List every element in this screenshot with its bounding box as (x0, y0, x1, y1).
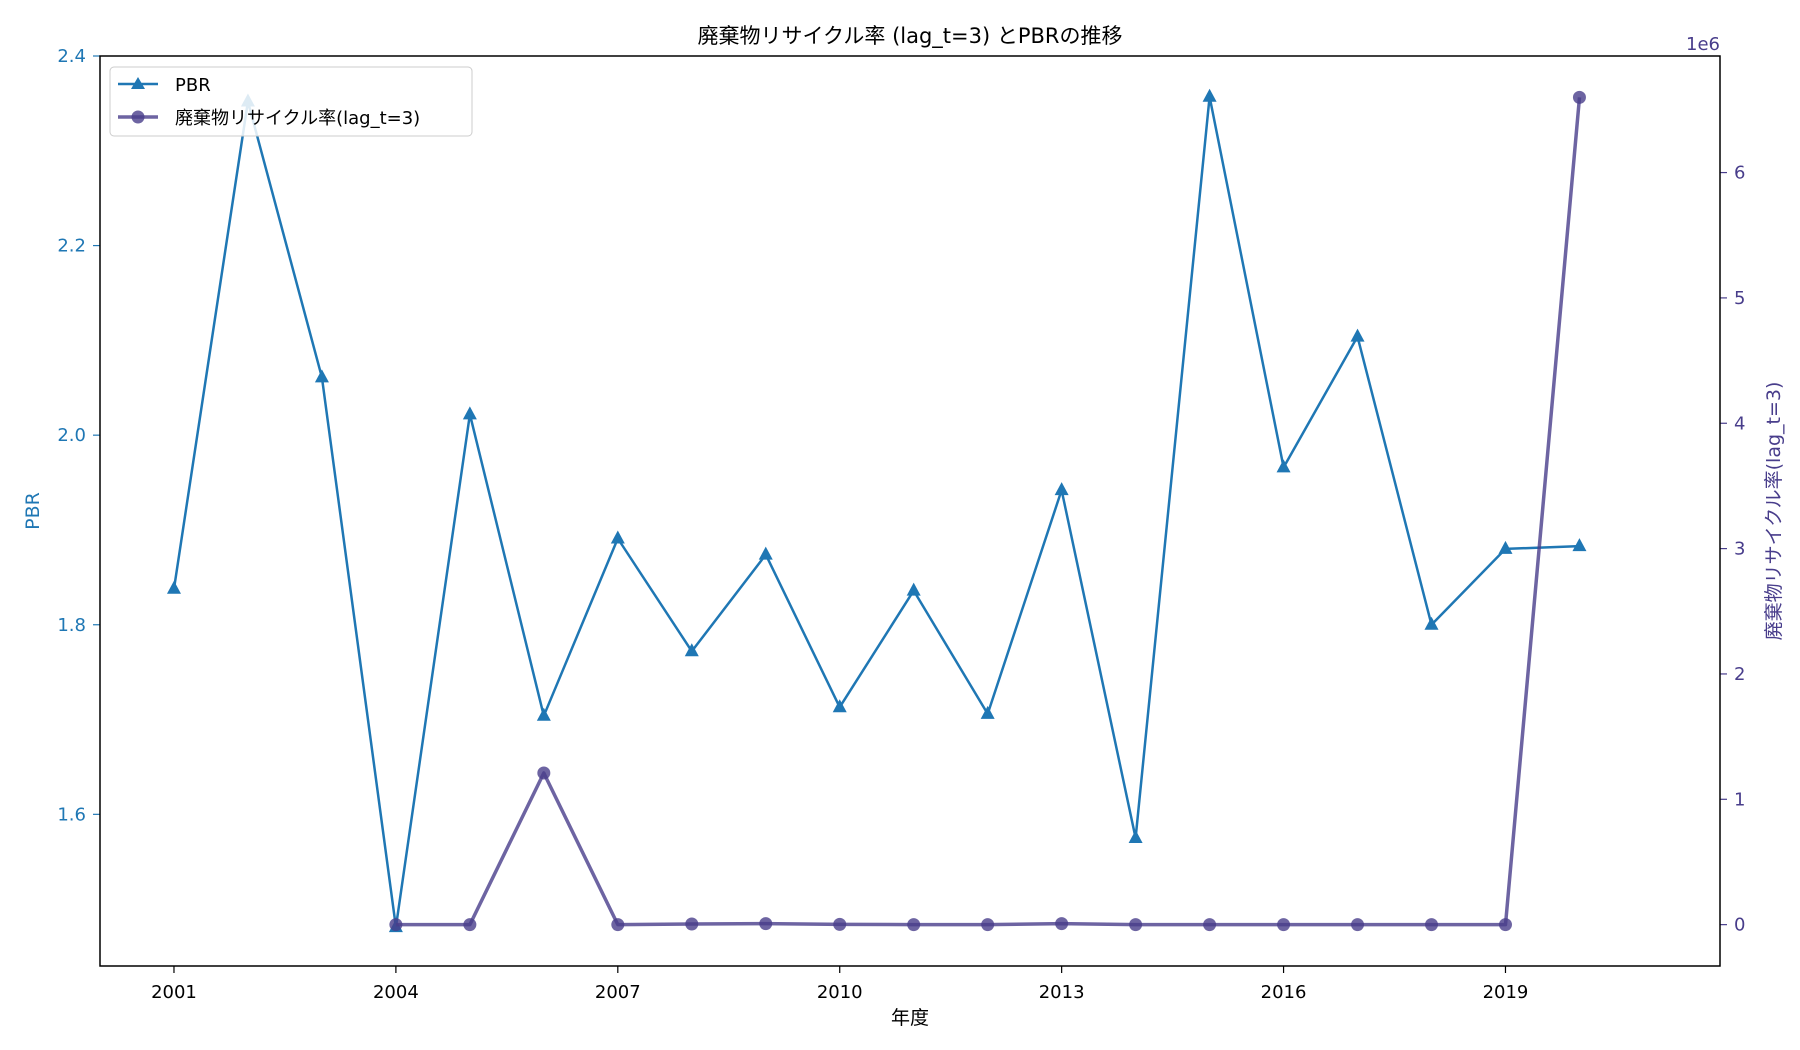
series-line-0 (172, 95, 1580, 929)
pbr-point (758, 546, 773, 560)
plot-frame (99, 55, 1721, 967)
pbr-point (684, 643, 699, 657)
x-axis: 2001 2004 2007 2010 2013 2016 2019 (151, 966, 1528, 1003)
pbr-point (1054, 482, 1069, 496)
recycle-rate-point (1129, 918, 1143, 932)
y-right-tick-label: 0 (1734, 915, 1745, 936)
pbr-point (980, 705, 995, 719)
recycle-rate-point (1498, 918, 1512, 932)
recycle-rate-point (981, 918, 995, 932)
pbr-point (1128, 830, 1143, 844)
y-right-tick-label: 4 (1734, 413, 1745, 434)
recycle-rate-point (1203, 918, 1217, 932)
recycle-rate-point (685, 917, 699, 931)
pbr-point (1276, 459, 1291, 473)
recycle-rate-point (759, 917, 773, 931)
legend-pbr-label: PBR (175, 75, 211, 96)
y-right-tick-label: 5 (1734, 288, 1745, 309)
pbr-point (536, 707, 551, 721)
y-axis-right-label: 廃棄物リサイクル率(lag_t=3) (1763, 382, 1785, 641)
pbr-point (906, 582, 921, 596)
pbr-point (832, 699, 847, 713)
legend: PBR 廃棄物リサイクル率(lag_t=3) (109, 66, 473, 137)
pbr-point (314, 369, 329, 383)
legend-box (109, 66, 473, 137)
recycle-rate-point (1425, 918, 1439, 932)
y-left-tick-label: 2.2 (57, 236, 86, 257)
recycle-rate-point (1277, 918, 1291, 932)
y-axis-right: 0 1 2 3 4 5 6 (1720, 163, 1745, 936)
x-tick-label: 2007 (595, 982, 641, 1003)
recycle-rate-point (463, 918, 477, 932)
x-tick-label: 2013 (1039, 982, 1085, 1003)
recycle-rate-point (389, 918, 403, 932)
legend-pbr-marker (131, 77, 145, 89)
pbr-point (1350, 328, 1365, 342)
x-tick-label: 2010 (817, 982, 863, 1003)
y-left-tick-label: 1.8 (57, 615, 86, 636)
recycle-rate-point (907, 918, 921, 932)
series-layer (166, 88, 1587, 933)
legend-recycle-label: 廃棄物リサイクル率(lag_t=3) (175, 108, 420, 129)
y-axis-left-label: PBR (22, 492, 44, 530)
recycle-rate-point (1055, 917, 1069, 931)
x-tick-label: 2001 (151, 982, 197, 1003)
y-left-tick-label: 2.4 (57, 46, 86, 67)
x-tick-label: 2016 (1261, 982, 1307, 1003)
x-axis-label: 年度 (891, 1007, 929, 1029)
y-right-tick-label: 6 (1734, 163, 1745, 184)
y-left-tick-label: 2.0 (57, 425, 86, 446)
x-tick-label: 2019 (1483, 982, 1529, 1003)
chart-title: 廃棄物リサイクル率 (lag_t=3) とPBRの推移 (697, 24, 1122, 49)
pbr-point (1498, 540, 1513, 554)
y-axis-right-multiplier: 1e6 (1686, 34, 1720, 55)
pbr-point (610, 530, 625, 544)
x-tick-label: 2004 (373, 982, 419, 1003)
recycle-rate-point (1351, 918, 1365, 932)
y-right-tick-label: 3 (1734, 539, 1745, 560)
y-right-tick-label: 1 (1734, 789, 1745, 810)
pbr-point (1572, 538, 1587, 552)
recycle-rate-point (833, 917, 847, 931)
pbr-point (166, 580, 181, 594)
y-right-tick-label: 2 (1734, 664, 1745, 685)
y-left-tick-label: 1.6 (57, 804, 86, 825)
y-axis-left: 1.6 1.8 2.0 2.2 2.4 (57, 46, 100, 825)
pbr-point (1202, 88, 1217, 102)
recycle-rate-point (537, 766, 551, 780)
recycle-rate-point (611, 918, 625, 932)
legend-recycle-marker (131, 110, 145, 124)
recycle-rate-point (1572, 90, 1586, 104)
pbr-point (1424, 616, 1439, 630)
pbr-point (462, 406, 477, 420)
